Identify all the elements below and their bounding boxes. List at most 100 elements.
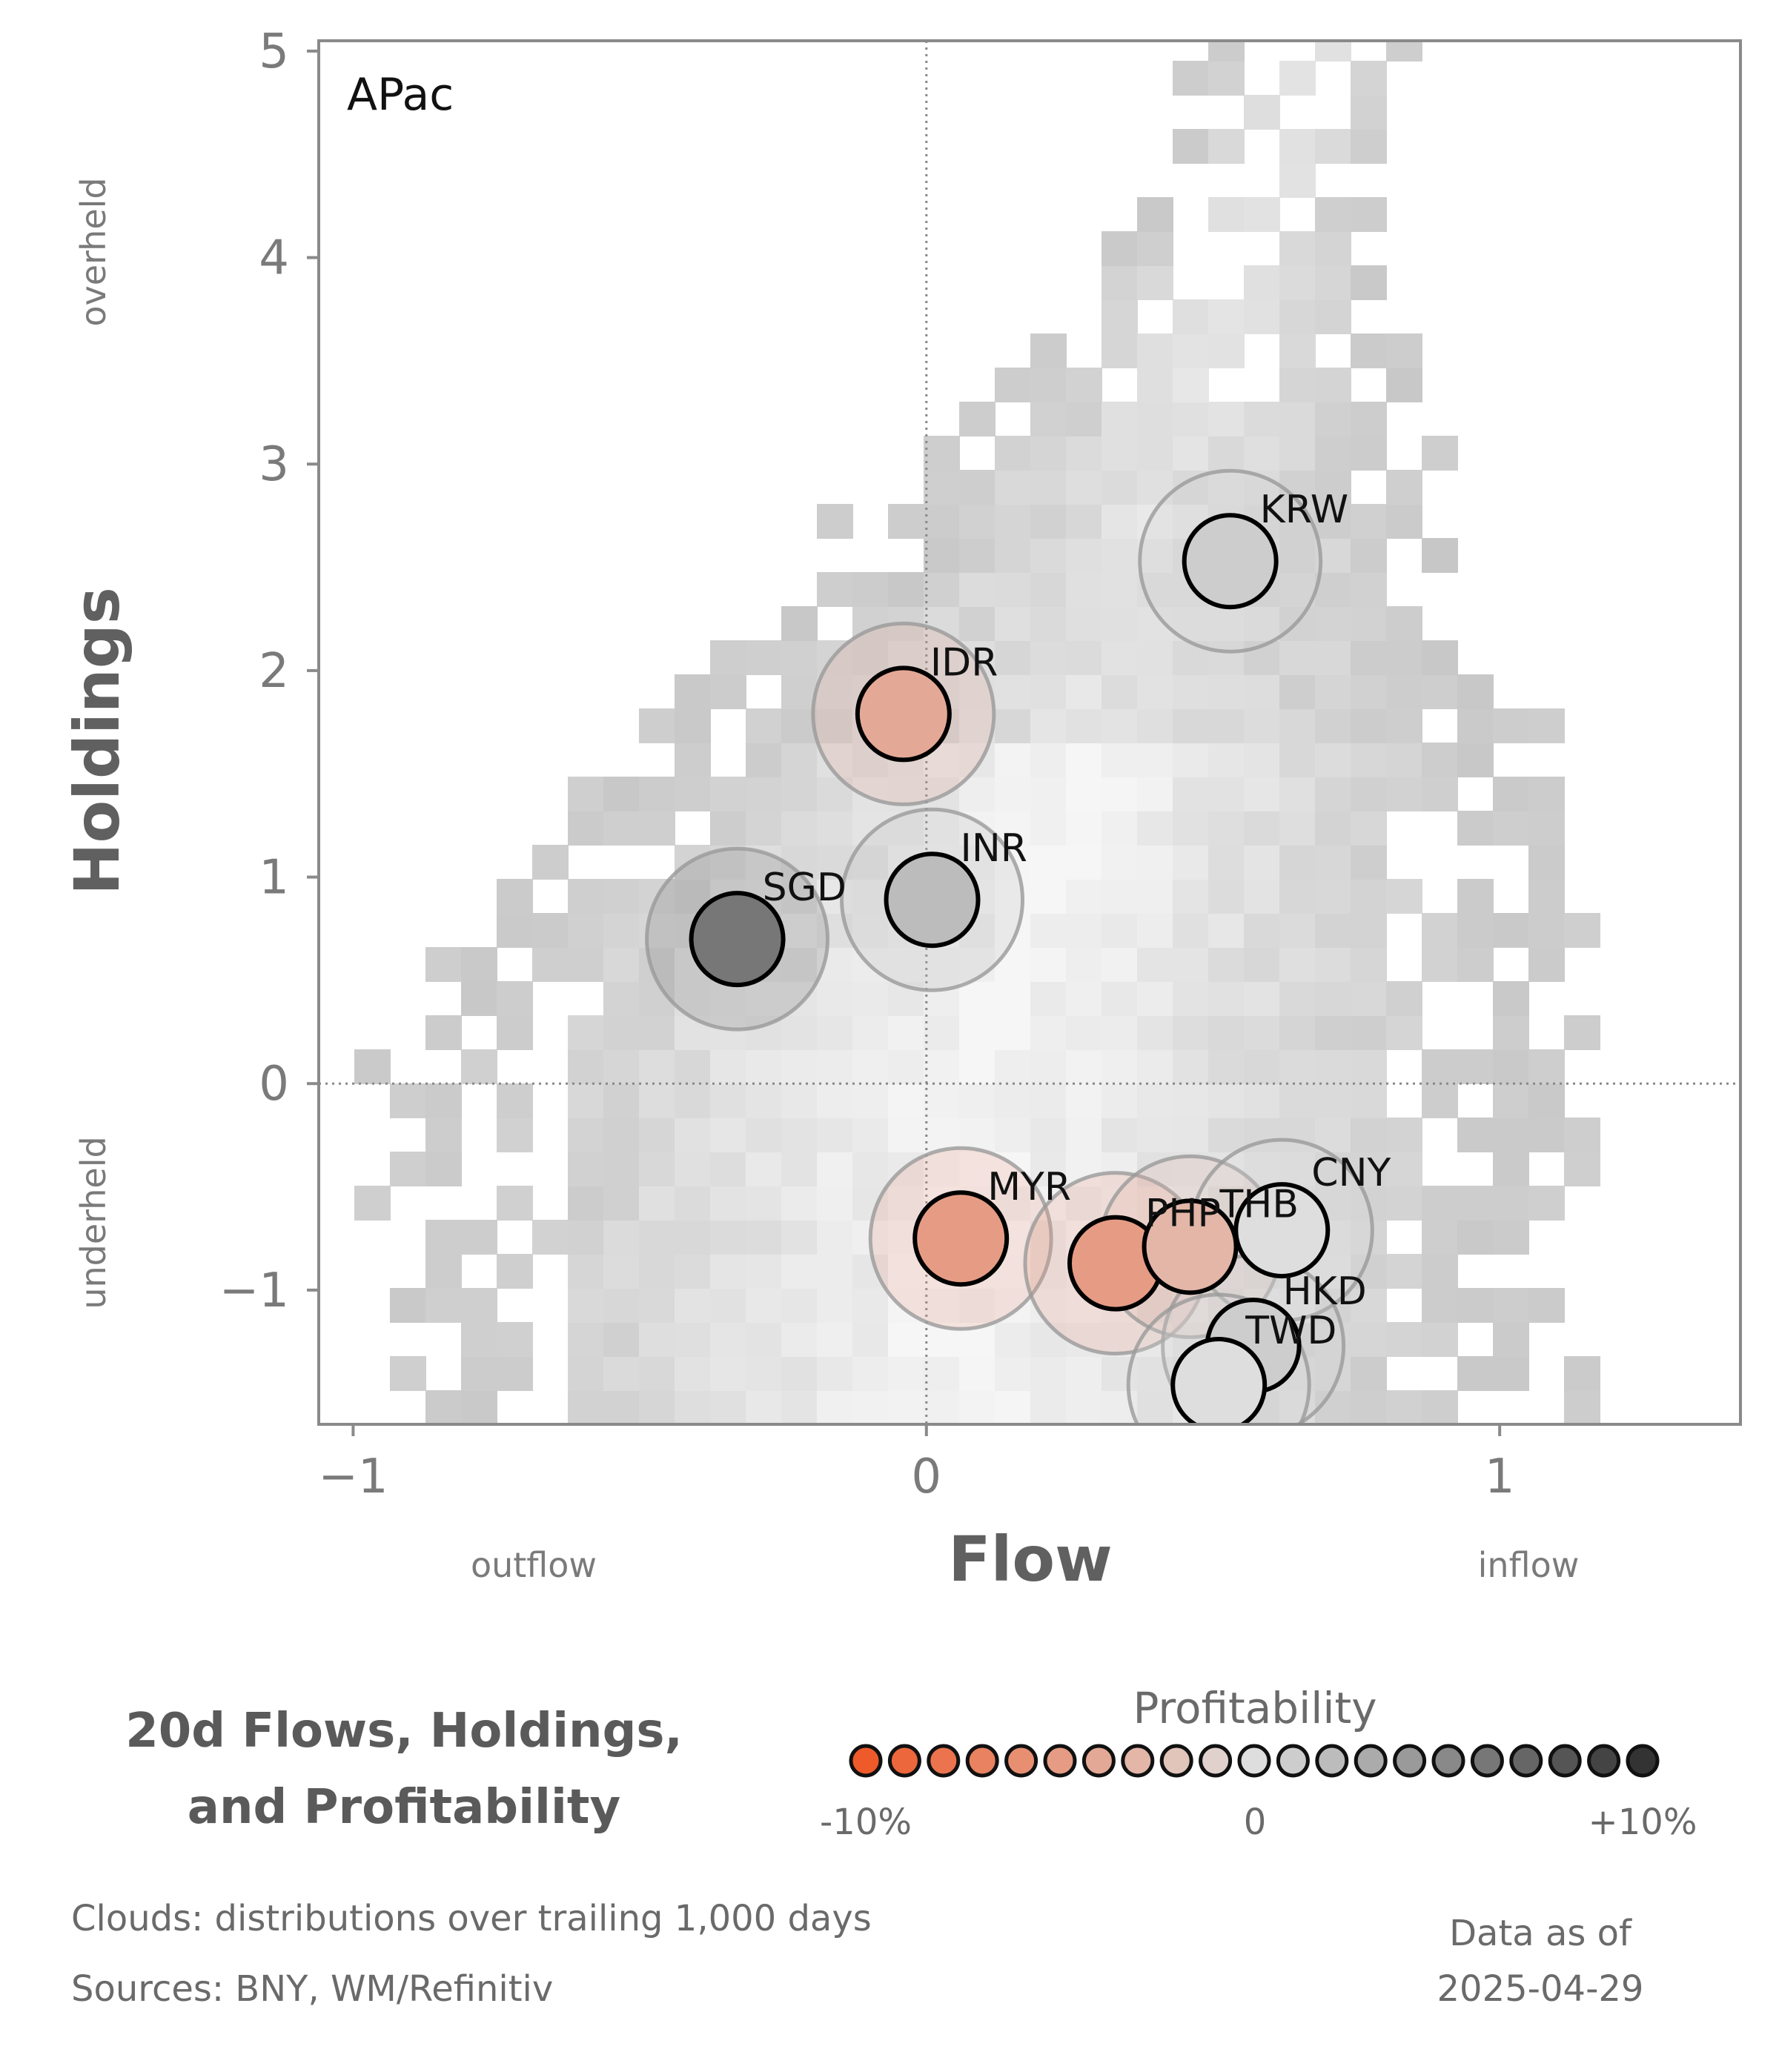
cloud-cell — [1030, 1118, 1067, 1152]
cloud-cell — [710, 811, 746, 846]
legend-swatch — [1470, 1744, 1504, 1778]
cloud-cell — [710, 1186, 746, 1221]
cloud-cell — [1066, 1083, 1102, 1118]
legend-title: Profitability — [1133, 1683, 1377, 1733]
cloud-cell — [1208, 129, 1245, 164]
cloud-cell — [1208, 947, 1245, 982]
label-hkd: HKD — [1283, 1269, 1367, 1314]
cloud-cell — [710, 1118, 746, 1152]
cloud-cell — [390, 1288, 426, 1323]
cloud-cell — [710, 1152, 746, 1186]
cloud-cell — [995, 743, 1031, 777]
cloud-cell — [1208, 402, 1245, 436]
cloud-cell — [1137, 879, 1173, 914]
cloud-cell — [995, 1083, 1031, 1118]
cloud-cell — [1137, 1390, 1173, 1424]
cloud-cell — [1528, 811, 1565, 846]
cloud-cell — [1137, 368, 1173, 402]
cloud-cell — [1315, 572, 1351, 607]
cloud-cell — [1066, 845, 1102, 880]
cloud-cell — [639, 1356, 675, 1391]
cloud-cell — [852, 1049, 889, 1084]
cloud-cell — [852, 845, 889, 880]
cloud-cell — [1422, 777, 1458, 811]
cloud-cell — [1351, 777, 1387, 811]
legend-swatch — [1431, 1744, 1465, 1778]
cloud-cell — [1173, 743, 1209, 777]
cloud-cell — [817, 1390, 853, 1424]
cloud-cell — [497, 1356, 533, 1391]
cloud-cell — [781, 743, 818, 777]
legend-swatch — [1393, 1744, 1427, 1778]
cloud-cell — [1457, 1356, 1494, 1391]
cloud-cell — [1101, 402, 1138, 436]
cloud-cell — [1279, 1083, 1316, 1118]
cloud-cell — [1279, 811, 1316, 846]
cloud-cell — [1351, 606, 1387, 641]
x-axis-title: Flow — [948, 1523, 1112, 1595]
cloud-cell — [1101, 436, 1138, 471]
cloud-cell — [1173, 708, 1209, 743]
label-inr: INR — [961, 826, 1027, 871]
cloud-cell — [1137, 743, 1173, 777]
cloud-cell — [1066, 879, 1102, 914]
cloud-cell — [568, 1186, 604, 1221]
legend-swatch — [1587, 1744, 1621, 1778]
cloud-cell — [1493, 1015, 1529, 1050]
label-twd: TWD — [1245, 1309, 1336, 1353]
cloud-cell — [1173, 402, 1209, 436]
cloud-cell — [1208, 470, 1245, 505]
cloud-cell — [497, 1015, 533, 1050]
cloud-cell — [1030, 1390, 1067, 1424]
x-side-label-outflow: outflow — [471, 1545, 597, 1585]
cloud-cell — [959, 606, 995, 641]
cloud-cell — [1422, 538, 1458, 573]
cloud-cell — [1315, 1015, 1351, 1050]
cloud-cell — [817, 1015, 853, 1050]
cloud-cell — [1101, 299, 1138, 334]
cloud-cell — [1457, 913, 1494, 948]
cloud-cell — [746, 1322, 782, 1357]
legend-swatch — [887, 1744, 921, 1778]
cloud-cell — [1030, 538, 1067, 573]
cloud-cell — [1279, 1049, 1316, 1084]
cloud-cell — [568, 947, 604, 982]
cloud-cell — [781, 674, 818, 709]
cloud-cell — [1493, 1220, 1529, 1255]
x-tick-label: 0 — [911, 1450, 941, 1504]
cloud-cell — [1279, 333, 1316, 368]
cloud-cell — [1351, 1083, 1387, 1118]
cloud-cell — [710, 640, 746, 675]
cloud-cell — [1101, 981, 1138, 1016]
cloud-cell — [1066, 640, 1102, 675]
cloud-cell — [532, 913, 569, 948]
cloud-cell — [1386, 470, 1422, 505]
cloud-cell — [1315, 470, 1351, 505]
cloud-cell — [1386, 368, 1422, 402]
cloud-cell — [1457, 1049, 1494, 1084]
cloud-cell — [1030, 913, 1067, 948]
bubble-myr — [912, 1190, 1010, 1287]
cloud-cell — [995, 470, 1031, 505]
cloud-cell — [1386, 1152, 1422, 1186]
cloud-cell — [1279, 708, 1316, 743]
cloud-cell — [568, 1118, 604, 1152]
cloud-cell — [1244, 981, 1280, 1016]
cloud-cell — [995, 368, 1031, 402]
cloud-cell — [888, 1118, 924, 1152]
y-tick-label: 3 — [259, 437, 289, 492]
cloud-cell — [1137, 231, 1173, 266]
cloud-cell — [1030, 1322, 1067, 1357]
cloud-cell — [1030, 402, 1067, 436]
cloud-cell — [1351, 572, 1387, 607]
cloud-cell — [675, 1390, 711, 1424]
cloud-cell — [1173, 436, 1209, 471]
cloud-cell — [1244, 402, 1280, 436]
cloud-cell — [1315, 1049, 1351, 1084]
cloud-cell — [568, 1390, 604, 1424]
cloud-cell — [781, 1322, 818, 1357]
cloud-cell — [1351, 743, 1387, 777]
cloud-cell — [710, 777, 746, 811]
cloud-cell — [1173, 981, 1209, 1016]
cloud-cell — [1386, 674, 1422, 709]
